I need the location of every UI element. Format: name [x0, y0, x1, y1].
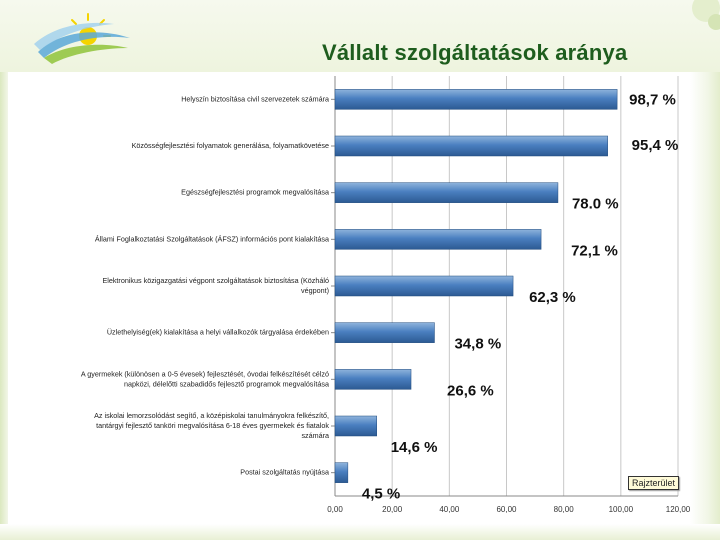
data-label: 78.0 %: [572, 196, 619, 213]
slide-bottom-border: [0, 524, 720, 540]
bar: [334, 275, 514, 297]
data-label: 26,6 %: [447, 382, 494, 399]
x-tick-label: 20,00: [382, 505, 403, 514]
corner-decoration: [692, 0, 720, 30]
data-label: 72,1 %: [571, 242, 618, 259]
category-label: Az iskolai lemorzsolódást segítő, a közé…: [94, 411, 329, 440]
category-label: Elektronikus közigazgatási végpont szolg…: [102, 276, 329, 295]
bar: [334, 322, 435, 343]
data-label: 62,3 %: [529, 289, 576, 306]
data-label: 4,5 %: [362, 486, 400, 503]
slide-right-border: [690, 72, 720, 540]
category-label: Állami Foglalkoztatási Szolgáltatások (Á…: [95, 234, 329, 243]
category-label: A gyermekek (különösen a 0-5 évesek) fej…: [81, 369, 329, 388]
slide-left-border: [0, 72, 8, 540]
data-label: 98,7 %: [629, 91, 676, 108]
bar: [334, 89, 618, 110]
category-label: Postai szolgáltatás nyújtása: [240, 468, 329, 477]
x-tick-label: 120,00: [666, 505, 690, 514]
bar: [334, 415, 377, 437]
slide-title: Vállalt szolgáltatások aránya: [322, 40, 628, 65]
bar-chart: 0,00 20,00 40,00 60,00 80,00 100,00 120,00 Hely…: [81, 76, 690, 514]
category-label: Helyszín biztosítása civil szervezetek s…: [181, 94, 329, 103]
data-label: 95,4 %: [632, 137, 679, 154]
sun-logo-icon: [34, 13, 130, 64]
drawing-area-tag: Rajzterület: [628, 476, 680, 490]
x-tick-label: 40,00: [439, 505, 460, 514]
bar: [334, 229, 542, 250]
category-label: Egészségfejlesztési programok megvalósít…: [181, 188, 329, 197]
category-label: Közösségfejlesztési folyamatok generálás…: [132, 141, 329, 150]
bar: [334, 462, 349, 483]
chart-panel: 0,00 20,00 40,00 60,00 80,00 100,00 120,00 Hely…: [8, 72, 690, 524]
category-label: Üzlethelyiség(ek) kialakítása a helyi vá…: [107, 328, 329, 337]
data-label: 14,6 %: [391, 439, 438, 456]
bar: [334, 135, 608, 157]
x-tick-label: 0,00: [327, 505, 343, 514]
data-label: 34,8 %: [454, 336, 501, 353]
bar: [334, 182, 559, 203]
x-tick-label: 80,00: [554, 505, 575, 514]
bar: [334, 369, 412, 390]
x-tick-label: 60,00: [496, 505, 517, 514]
x-tick-label: 100,00: [609, 505, 634, 514]
